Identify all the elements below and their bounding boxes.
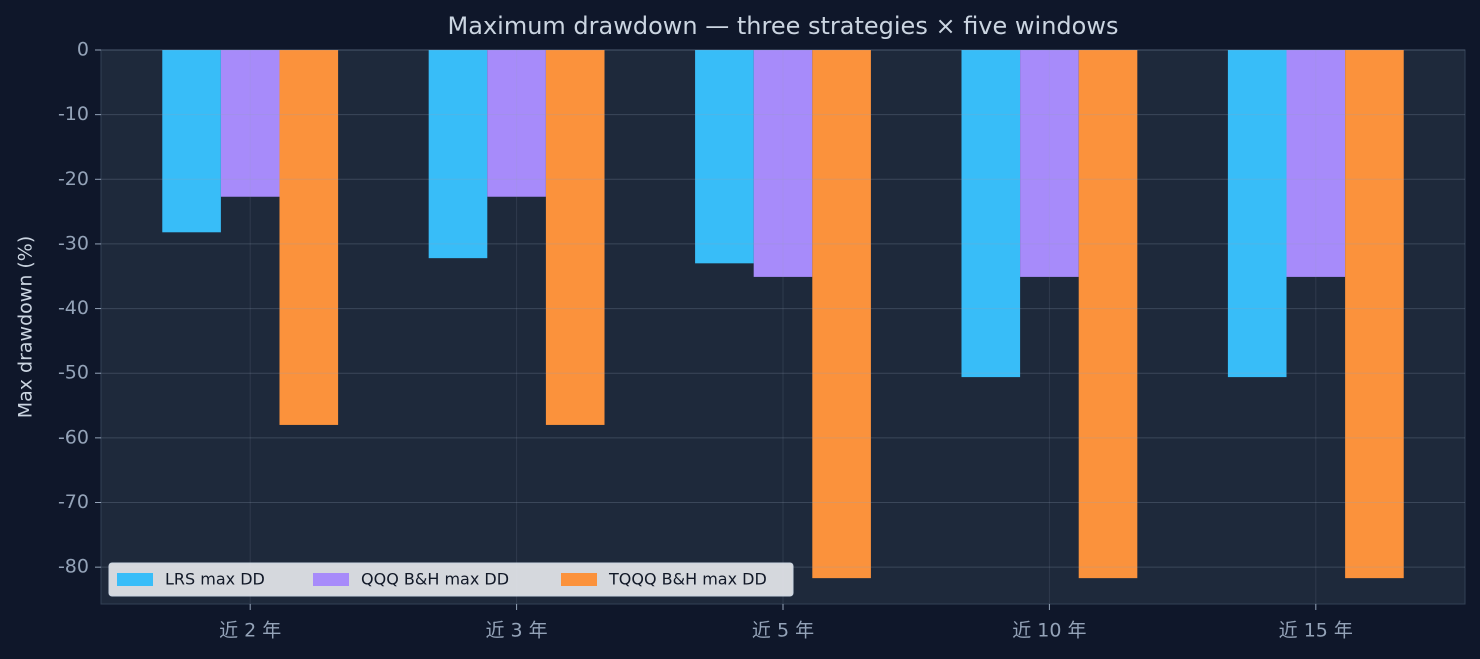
y-tick-label: -60 — [58, 426, 89, 448]
legend-swatch — [117, 573, 153, 586]
bar — [812, 50, 871, 579]
x-tick-label: 近 5 年 — [752, 620, 814, 642]
y-tick-label: -40 — [58, 297, 89, 319]
bar — [695, 50, 754, 264]
legend-label: LRS max DD — [165, 570, 265, 589]
legend-swatch — [313, 573, 349, 586]
y-tick-label: -50 — [58, 362, 89, 384]
x-tick-label: 近 2 年 — [219, 620, 281, 642]
y-tick-label: -20 — [58, 168, 89, 190]
bar — [1286, 50, 1346, 277]
bar — [220, 50, 280, 197]
y-tick-label: -80 — [58, 556, 89, 578]
bar — [279, 50, 339, 425]
bar — [1078, 50, 1138, 579]
y-tick-label: 0 — [77, 39, 89, 61]
bar — [545, 50, 605, 425]
bar — [1227, 50, 1287, 378]
bar — [428, 50, 488, 259]
x-tick-label: 近 10 年 — [1012, 620, 1086, 642]
bar — [1345, 50, 1404, 579]
bar — [162, 50, 221, 233]
y-tick-label: -10 — [58, 103, 89, 125]
y-tick-label: -70 — [58, 491, 89, 513]
y-tick-label: -30 — [58, 232, 89, 254]
legend-box — [108, 562, 794, 597]
x-tick-label: 近 15 年 — [1279, 620, 1353, 642]
bar — [1020, 50, 1079, 277]
legend: LRS max DD QQQ B&H max DD TQQQ B&H max DD — [108, 562, 794, 597]
legend-swatch — [561, 573, 597, 586]
bar — [487, 50, 546, 197]
bar — [961, 50, 1021, 378]
legend-label: QQQ B&H max DD — [361, 570, 509, 589]
chart-title: Maximum drawdown — three strategies × fi… — [448, 12, 1119, 40]
bar — [753, 50, 813, 277]
x-tick-label: 近 3 年 — [486, 620, 548, 642]
y-axis-label: Max drawdown (%) — [15, 236, 37, 419]
legend-label: TQQQ B&H max DD — [608, 570, 767, 589]
